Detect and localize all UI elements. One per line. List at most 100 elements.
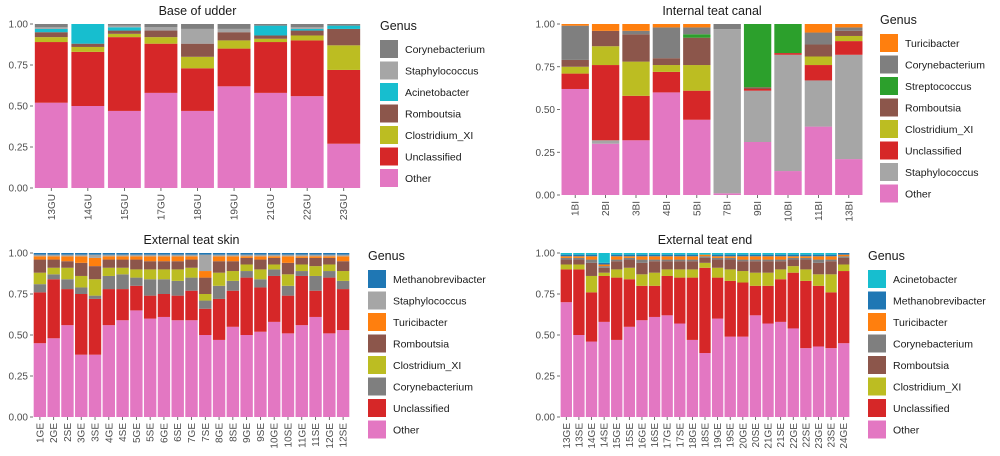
bar-segment-romboutsia bbox=[585, 262, 598, 276]
bar-segment-turicibacter bbox=[737, 256, 749, 260]
bar-segment-romboutsia bbox=[611, 261, 623, 270]
bar-segment-romboutsia bbox=[185, 259, 198, 268]
bar-segment-clostridium-xi bbox=[652, 65, 681, 72]
y-tick-label: 0.75 bbox=[536, 290, 556, 301]
bar-segment-romboutsia bbox=[267, 257, 281, 265]
bar-segment-acinetobacter bbox=[711, 253, 724, 255]
bar-segment-romboutsia bbox=[787, 259, 799, 267]
bar-segment-clostridium-xi bbox=[598, 272, 610, 276]
bar-segment-methanobrevibacter bbox=[737, 254, 749, 257]
bar-segment-unclassified bbox=[749, 285, 762, 316]
bar-segment-methanobrevibacter bbox=[116, 253, 129, 255]
bar-segment-turicibacter bbox=[787, 256, 799, 258]
bar-segment-turicibacter bbox=[88, 257, 102, 267]
bar-segment-methanobrevibacter bbox=[157, 253, 171, 255]
bar-segment-staphylococcus bbox=[102, 254, 116, 257]
legend-key-other bbox=[380, 169, 398, 187]
x-tick-label: 22GU bbox=[303, 194, 314, 220]
bar-segment-other bbox=[323, 333, 336, 417]
bar-segment-clostridium-xi bbox=[88, 279, 102, 296]
bar-segment-corynebacterium bbox=[254, 279, 267, 288]
bar-segment-clostridium-xi bbox=[683, 65, 711, 91]
legend-key-methanobrevibacter bbox=[868, 291, 886, 310]
x-tick-label: 11BI bbox=[814, 201, 825, 221]
legend-label: Other bbox=[405, 173, 432, 185]
x-tick-label: 1BI bbox=[571, 201, 582, 216]
bar-segment-romboutsia bbox=[71, 43, 105, 47]
bar-segment-clostridium-xi bbox=[254, 269, 267, 280]
bar-segment-acinetobacter bbox=[585, 253, 598, 255]
bar-segment-unclassified bbox=[762, 285, 774, 324]
bar-segment-methanobrevibacter bbox=[102, 253, 116, 255]
bar-segment-methanobrevibacter bbox=[636, 254, 648, 257]
legend-label: Unclassified bbox=[393, 403, 450, 415]
bar-segment-clostridium-xi bbox=[825, 274, 837, 293]
bar-segment-unclassified bbox=[181, 68, 214, 111]
legend-key-corynebacterium bbox=[880, 55, 898, 74]
bar-segment-clostridium-xi bbox=[254, 38, 288, 43]
bar-segment-romboutsia bbox=[143, 261, 157, 270]
bar-segment-clostridium-xi bbox=[157, 269, 171, 280]
bar-segment-methanobrevibacter bbox=[711, 254, 724, 257]
bar-segment-romboutsia bbox=[636, 262, 648, 275]
bar-segment-clostridium-xi bbox=[573, 264, 585, 270]
bar-segment-corynebacterium bbox=[181, 24, 214, 29]
bar-segment-corynebacterium bbox=[648, 259, 661, 262]
x-tick-label: 18SE bbox=[701, 423, 712, 448]
bar-segment-acinetobacter bbox=[636, 253, 648, 255]
bar-segment-clostridium-xi bbox=[648, 272, 661, 286]
bar-segment-unclassified bbox=[661, 275, 673, 316]
bar-segment-staphylococcus bbox=[61, 254, 74, 257]
bar-segment-methanobrevibacter bbox=[336, 253, 350, 255]
bar-segment-corynebacterium bbox=[61, 279, 74, 290]
bar-segment-other bbox=[598, 321, 610, 417]
bar-segment-other bbox=[171, 320, 184, 417]
bar-segment-romboutsia bbox=[107, 30, 141, 34]
bar-segment-turicibacter bbox=[254, 256, 267, 260]
y-tick-label: 0.00 bbox=[536, 191, 556, 202]
bar-segment-other bbox=[838, 343, 850, 417]
bar-segment-acinetobacter bbox=[573, 253, 585, 255]
bar-segment-romboutsia bbox=[61, 261, 74, 268]
chart-panel-1: Internal teat canal 0.00 0.25 0.50 0.75 1.00 1… bbox=[536, 4, 986, 222]
bar-segment-clostridium-xi bbox=[560, 264, 572, 270]
x-tick-label: 18GU bbox=[193, 194, 204, 220]
bar-segment-turicibacter bbox=[336, 256, 350, 262]
bar-segment-unclassified bbox=[327, 69, 361, 144]
bar-segment-unclassified bbox=[591, 65, 620, 141]
y-tick-label: 0.50 bbox=[9, 102, 29, 113]
legend-label: Turicibacter bbox=[905, 38, 960, 50]
legend-title: Genus bbox=[368, 249, 405, 263]
bar-segment-staphylococcus bbox=[75, 254, 88, 257]
bar-segment-turicibacter bbox=[652, 24, 681, 28]
legend-key-clostridium-xi bbox=[380, 126, 398, 144]
bar-segment-turicibacter bbox=[661, 256, 673, 260]
bar-segment-other bbox=[835, 159, 863, 195]
bar-segment-romboutsia bbox=[130, 259, 143, 270]
bar-segment-corynebacterium bbox=[652, 27, 681, 59]
bar-segment-unclassified bbox=[711, 277, 724, 319]
bar-segment-corynebacterium bbox=[623, 257, 636, 260]
bar-segment-streptococcus bbox=[743, 24, 772, 88]
bar-segment-corynebacterium bbox=[116, 274, 129, 290]
bar-segment-corynebacterium bbox=[561, 25, 589, 60]
bar-segment-romboutsia bbox=[661, 261, 673, 270]
bar-segment-methanobrevibacter bbox=[661, 254, 673, 257]
bar-segment-acinetobacter bbox=[71, 24, 105, 44]
x-tick-label: 15GE bbox=[612, 423, 623, 449]
bar-segment-other bbox=[743, 141, 772, 195]
bar-segment-corynebacterium bbox=[75, 287, 88, 294]
bar-segment-acinetobacter bbox=[648, 253, 661, 255]
bar-segment-other bbox=[309, 316, 322, 417]
bar-segment-corynebacterium bbox=[102, 275, 116, 290]
bar-segment-clostridium-xi bbox=[309, 266, 322, 276]
bar-segment-turicibacter bbox=[838, 254, 850, 257]
bar-segment-acinetobacter bbox=[686, 253, 699, 255]
bar-segment-turicibacter bbox=[804, 24, 833, 33]
bar-segment-methanobrevibacter bbox=[825, 254, 837, 257]
bar-segment-unclassified bbox=[217, 48, 251, 87]
bar-segment-unclassified bbox=[683, 90, 711, 120]
y-tick-label: 0.00 bbox=[9, 413, 29, 424]
bar-segment-methanobrevibacter bbox=[88, 253, 102, 255]
bar-segment-romboutsia bbox=[34, 32, 68, 38]
